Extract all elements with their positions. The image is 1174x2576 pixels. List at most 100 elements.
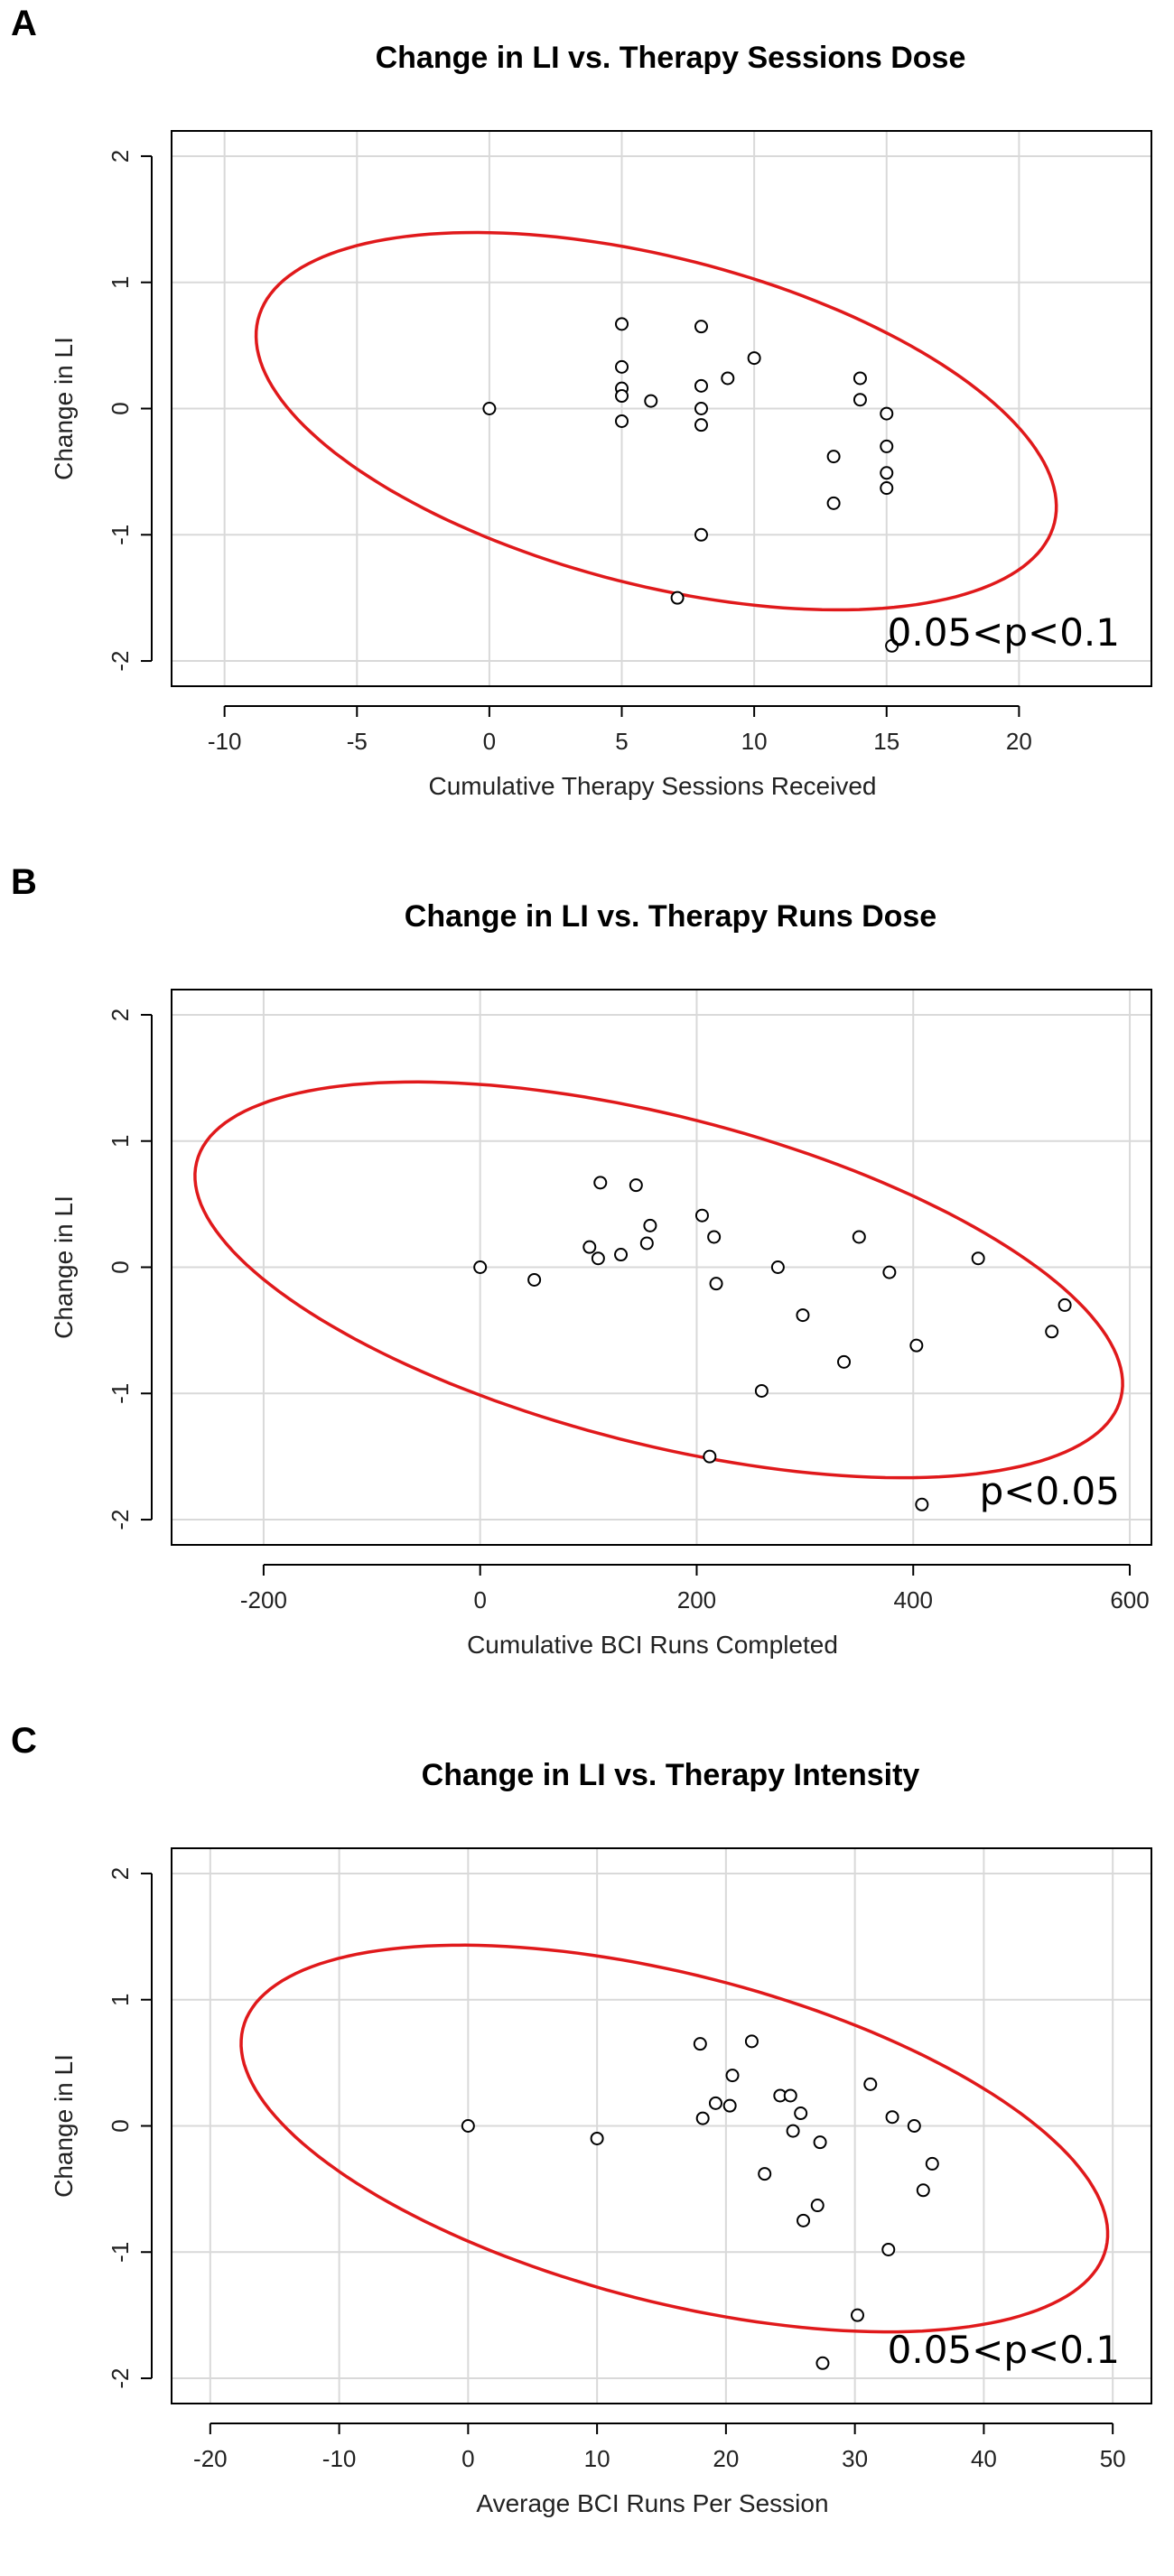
data-point xyxy=(796,1308,810,1323)
data-point xyxy=(1045,1325,1059,1339)
data-point xyxy=(694,527,708,542)
data-point xyxy=(853,393,867,407)
panel-label: B xyxy=(11,862,37,902)
x-tick-label: 5 xyxy=(615,728,628,755)
data-point xyxy=(707,1230,722,1244)
data-point xyxy=(826,496,841,510)
data-point xyxy=(797,2213,811,2227)
data-point xyxy=(815,2356,830,2370)
data-point xyxy=(629,1178,643,1193)
data-point xyxy=(582,1240,597,1254)
x-axis-label: Average BCI Runs Per Session xyxy=(476,2489,828,2517)
data-point xyxy=(880,406,894,421)
y-tick-label: -2 xyxy=(107,2367,134,2388)
data-point xyxy=(694,1208,709,1223)
x-tick-label: 400 xyxy=(894,1586,933,1613)
y-tick-label: 1 xyxy=(107,275,134,288)
data-point xyxy=(909,1338,924,1353)
data-point xyxy=(863,2077,878,2091)
x-tick-label: 0 xyxy=(461,2445,474,2472)
y-tick-label: 0 xyxy=(107,1260,134,1273)
y-tick-label: 0 xyxy=(107,2119,134,2132)
y-tick-label: 2 xyxy=(107,1867,134,1880)
y-tick-label: -2 xyxy=(107,650,134,671)
data-point xyxy=(693,2037,707,2051)
data-point xyxy=(590,2131,604,2145)
x-tick-label: 0 xyxy=(473,1586,486,1613)
data-point xyxy=(694,418,708,432)
data-point xyxy=(615,389,629,404)
data-point xyxy=(473,1260,488,1274)
x-tick-label: 50 xyxy=(1100,2445,1126,2472)
x-tick-label: -200 xyxy=(240,1586,287,1613)
p-value-annotation: p<0.05 xyxy=(980,1469,1120,1513)
data-point xyxy=(708,2096,722,2110)
panel-label: A xyxy=(11,4,37,43)
y-tick-label: -1 xyxy=(107,2242,134,2263)
y-axis-label: Change in LI xyxy=(50,1195,78,1339)
y-tick-label: -1 xyxy=(107,1383,134,1404)
data-point xyxy=(709,1277,723,1291)
data-point xyxy=(643,1218,657,1232)
confidence-ellipse xyxy=(239,1943,1110,2334)
data-point xyxy=(770,1260,785,1274)
data-point xyxy=(670,591,685,605)
x-axis-label: Cumulative BCI Runs Completed xyxy=(467,1631,838,1659)
x-tick-label: -10 xyxy=(208,728,242,755)
data-point xyxy=(880,481,894,496)
data-point xyxy=(615,317,629,331)
chart-panel-a: A -10 -5 0 5 10 15 20 -2 -1 0 1 2 Change in LI vs. T… xyxy=(0,0,1174,859)
chart-panel-b: B -200 0 200 400 600 -2 -1 0 1 2 Change in LI vs. … xyxy=(0,859,1174,1717)
data-point xyxy=(851,2308,864,2322)
y-tick-label: 2 xyxy=(107,1009,134,1021)
data-point xyxy=(881,2242,896,2256)
x-tick-label: 10 xyxy=(741,728,768,755)
data-point xyxy=(907,2119,921,2133)
data-point xyxy=(758,2167,772,2181)
panel-label: C xyxy=(11,1721,37,1761)
data-point xyxy=(925,2156,939,2171)
data-point xyxy=(482,402,497,415)
y-tick-label: 1 xyxy=(107,1993,134,2005)
y-axis-label: Change in LI xyxy=(50,2054,78,2198)
x-tick-label: 30 xyxy=(842,2445,868,2472)
x-tick-label: 600 xyxy=(1110,1586,1149,1613)
data-point xyxy=(853,371,867,386)
data-point xyxy=(695,2111,710,2125)
data-point xyxy=(744,2034,759,2049)
data-point xyxy=(703,1449,717,1464)
data-point xyxy=(644,394,658,408)
y-tick-label: -1 xyxy=(107,525,134,545)
data-point xyxy=(880,439,894,453)
data-point xyxy=(813,2135,827,2150)
data-point xyxy=(852,1230,866,1244)
x-tick-label: 200 xyxy=(677,1586,716,1613)
data-point xyxy=(880,466,894,480)
data-point xyxy=(722,2098,737,2113)
data-point xyxy=(527,1272,542,1287)
confidence-ellipse xyxy=(254,230,1058,612)
data-point xyxy=(754,1383,769,1398)
data-point xyxy=(783,2088,797,2103)
x-tick-label: 10 xyxy=(584,2445,610,2472)
chart-title: Change in LI vs. Therapy Runs Dose xyxy=(405,899,936,934)
confidence-ellipse xyxy=(193,1080,1124,1480)
y-tick-label: 2 xyxy=(107,150,134,163)
data-point xyxy=(882,1265,897,1279)
data-point xyxy=(916,2183,930,2198)
data-point xyxy=(794,2106,808,2121)
x-tick-label: -10 xyxy=(322,2445,357,2472)
plot-frame xyxy=(171,1847,1152,2404)
data-point xyxy=(725,2069,740,2083)
p-value-annotation: 0.05<p<0.1 xyxy=(888,2328,1120,2372)
y-axis-label: Change in LI xyxy=(50,337,78,480)
data-point xyxy=(694,402,708,415)
data-point xyxy=(591,1251,605,1266)
data-point xyxy=(747,351,761,366)
scatter-plot-b: -200 0 200 400 600 -2 -1 0 1 2 Change in LI vs. Th… xyxy=(50,899,1152,1659)
data-point xyxy=(615,414,629,428)
data-point xyxy=(915,1497,929,1511)
x-tick-label: 20 xyxy=(1006,728,1032,755)
data-point xyxy=(885,2110,899,2125)
plot-frame xyxy=(171,989,1152,1546)
